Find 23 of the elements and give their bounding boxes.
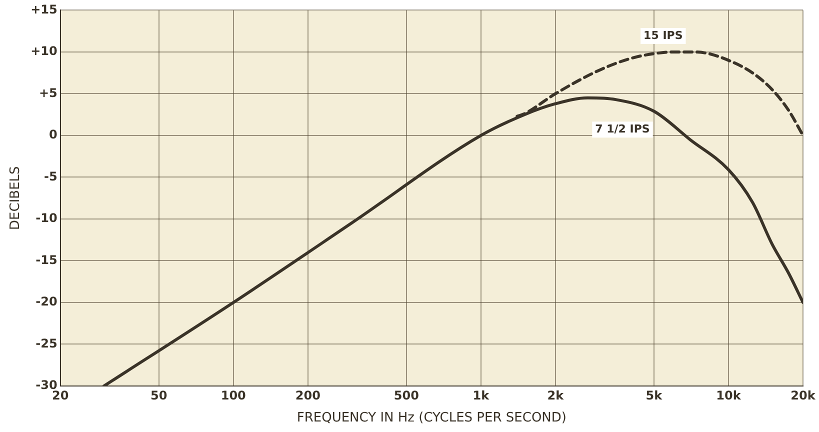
x-tick-label: 100 (220, 388, 246, 402)
x-tick-label: 50 (150, 388, 168, 402)
y-tick-label: -25 (36, 336, 58, 350)
x-tick-label: 200 (295, 388, 320, 402)
y-tick-label: -5 (44, 169, 58, 184)
x-axis-title: FREQUENCY IN Hz (CYCLES PER SECOND) (296, 410, 566, 426)
y-tick-label: -15 (36, 252, 58, 267)
y-tick-label: -10 (36, 211, 58, 226)
y-tick-label: +5 (38, 86, 58, 100)
x-tick-label: 20k (790, 388, 816, 402)
x-tick-label: 10k (716, 388, 742, 402)
series-label: 7 1/2 IPS (595, 122, 650, 136)
x-tick-label: 2k (547, 388, 565, 402)
y-tick-label: 0 (48, 128, 58, 142)
x-tick-label: 1k (472, 388, 490, 402)
y-axis-title: DECIBELS (8, 166, 24, 230)
y-tick-label: +10 (30, 44, 58, 58)
series-label: 15 IPS (644, 28, 683, 42)
y-tick-label: +15 (30, 2, 58, 16)
y-tick-label: -20 (36, 294, 58, 309)
x-tick-label: 5k (646, 388, 664, 402)
x-tick-label: 20 (52, 388, 69, 402)
x-tick-label: 500 (394, 388, 419, 402)
